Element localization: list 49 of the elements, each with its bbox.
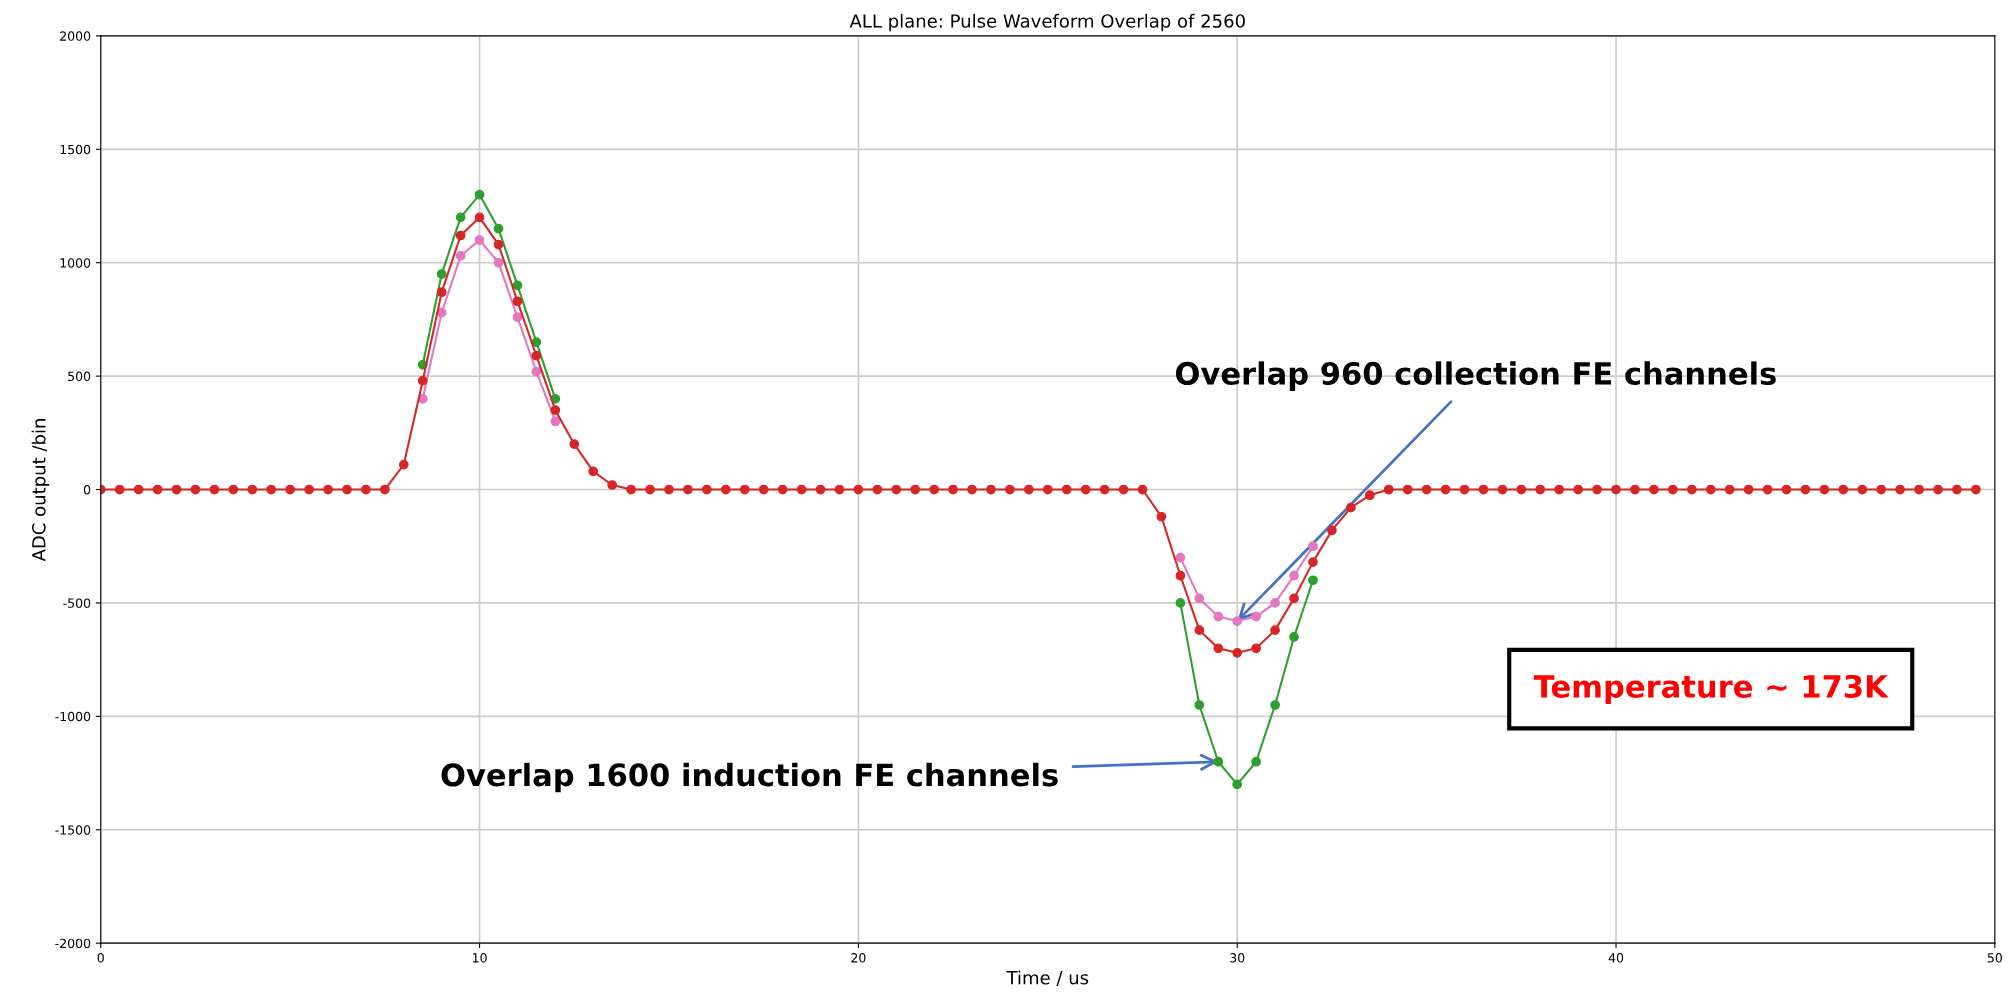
point bbox=[455, 251, 466, 261]
point bbox=[550, 416, 561, 427]
point bbox=[1251, 611, 1262, 622]
annotation: Temperature ∼ 173K bbox=[1533, 674, 1889, 704]
point bbox=[1232, 616, 1243, 626]
point bbox=[474, 189, 485, 200]
point bbox=[531, 337, 542, 347]
point bbox=[1308, 575, 1318, 586]
y-tick-label: 500 bbox=[68, 371, 91, 382]
point bbox=[531, 366, 542, 377]
y-tick-label: -1000 bbox=[55, 711, 91, 722]
point bbox=[512, 312, 523, 323]
point bbox=[455, 212, 466, 223]
point bbox=[1194, 700, 1205, 710]
annotation: Overlap 960 collection FE channels bbox=[1175, 361, 1776, 391]
point bbox=[436, 269, 447, 279]
y-tick-label: 0 bbox=[83, 485, 91, 495]
point bbox=[1213, 611, 1224, 622]
annotation: Overlap 1600 induction FE channels bbox=[441, 762, 1058, 793]
point bbox=[1308, 541, 1318, 552]
point bbox=[1270, 598, 1280, 608]
x-axis-title: Time / us bbox=[1006, 970, 1089, 986]
x-tick-label: 10 bbox=[472, 953, 487, 963]
chart-title: ALL plane: Pulse Waveform Overlap of 2560 bbox=[849, 13, 1245, 32]
y-tick-label: -500 bbox=[63, 598, 91, 608]
point bbox=[474, 235, 485, 245]
point bbox=[1232, 779, 1243, 790]
x-tick-label: 0 bbox=[97, 953, 104, 963]
point bbox=[1270, 700, 1280, 710]
y-tick-label: -2000 bbox=[55, 938, 91, 949]
point bbox=[1251, 756, 1262, 767]
point bbox=[1175, 598, 1186, 608]
point bbox=[1175, 552, 1186, 563]
y-axis-title: ADC output /bin bbox=[31, 419, 50, 562]
y-tick-label: 1500 bbox=[60, 144, 91, 155]
point bbox=[1213, 756, 1224, 767]
point bbox=[1194, 593, 1205, 604]
x-tick-label: 20 bbox=[851, 953, 866, 963]
point bbox=[493, 257, 504, 268]
point bbox=[1289, 570, 1299, 581]
point bbox=[493, 223, 504, 234]
x-tick-label: 40 bbox=[1608, 953, 1624, 963]
x-tick-label: 30 bbox=[1230, 953, 1245, 963]
x-tick-label: 50 bbox=[1987, 953, 2002, 963]
y-tick-label: -1500 bbox=[55, 825, 91, 835]
y-tick-label: 2000 bbox=[60, 31, 91, 41]
point bbox=[512, 280, 523, 291]
point bbox=[1289, 632, 1299, 642]
y-tick-label: 1000 bbox=[60, 258, 91, 268]
